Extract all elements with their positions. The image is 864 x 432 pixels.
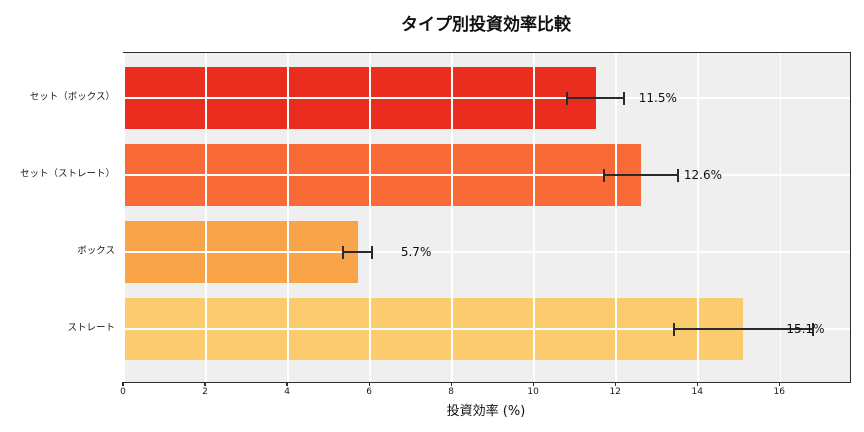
value-label-1: 12.6% — [683, 168, 722, 182]
errorbar-1 — [603, 174, 678, 176]
x-axis-label: 投資効率 (%) — [446, 404, 526, 419]
gridline-x-14 — [697, 53, 699, 382]
errorbar-cap-0-0 — [565, 91, 568, 105]
x-tick-label-8: 8 — [448, 387, 454, 397]
gridline-x-0 — [123, 53, 125, 382]
y-tick-label-1: セット（ストレート） — [19, 168, 115, 180]
errorbar-2 — [343, 251, 373, 253]
gridline-y-2 — [124, 251, 850, 253]
y-tick-label-0: セット（ボックス） — [29, 91, 115, 103]
errorbar-cap-2-0 — [342, 245, 345, 259]
errorbar-cap-1-0 — [602, 168, 605, 182]
chart-title: タイプ別投資効率比較 — [401, 15, 571, 35]
x-tick-label-16: 16 — [773, 387, 785, 397]
errorbar-cap-3-0 — [672, 322, 675, 336]
gridline-x-2 — [205, 53, 207, 382]
errorbar-0 — [566, 97, 625, 99]
x-tick-label-6: 6 — [366, 387, 372, 397]
x-tick-label-14: 14 — [691, 387, 703, 397]
gridline-y-3 — [124, 328, 850, 330]
x-tick-14 — [696, 382, 698, 386]
gridline-x-10 — [533, 53, 535, 382]
x-tick-label-4: 4 — [284, 387, 290, 397]
gridline-y-1 — [124, 174, 850, 176]
errorbar-cap-2-1 — [371, 245, 374, 259]
y-tick-label-3: ストレート — [67, 322, 115, 334]
x-tick-8 — [450, 382, 452, 386]
value-label-0: 11.5% — [638, 91, 677, 105]
plot-area: 11.5% 12.6% 5.7% 15.1% — [123, 52, 851, 383]
x-tick-6 — [368, 382, 370, 386]
x-tick-label-2: 2 — [202, 387, 208, 397]
gridline-x-4 — [287, 53, 289, 382]
value-label-3: 15.1% — [786, 322, 825, 336]
gridline-x-6 — [369, 53, 371, 382]
x-tick-16 — [778, 382, 780, 386]
x-tick-label-12: 12 — [609, 387, 621, 397]
x-tick-label-10: 10 — [527, 387, 539, 397]
gridline-y-0 — [124, 97, 850, 99]
x-tick-2 — [204, 382, 206, 386]
errorbar-3 — [673, 328, 814, 330]
gridline-x-12 — [615, 53, 617, 382]
errorbar-cap-3-1 — [812, 322, 815, 336]
errorbar-cap-0-1 — [623, 91, 626, 105]
x-tick-0 — [122, 382, 124, 386]
x-tick-label-0: 0 — [120, 387, 126, 397]
x-tick-10 — [532, 382, 534, 386]
y-tick-label-2: ボックス — [77, 245, 115, 257]
errorbar-cap-1-1 — [676, 168, 679, 182]
x-tick-4 — [286, 382, 288, 386]
gridline-x-8 — [451, 53, 453, 382]
x-tick-12 — [614, 382, 616, 386]
value-label-2: 5.7% — [400, 245, 432, 259]
gridline-x-16 — [779, 53, 782, 382]
